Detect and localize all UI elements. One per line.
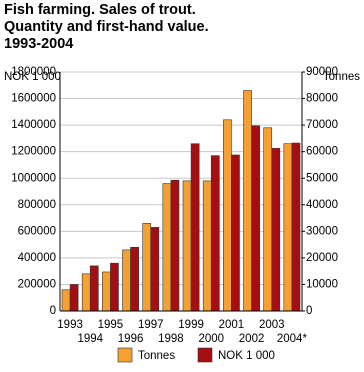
y-tick-label: 1000000 [11,172,56,184]
x-tick-label: 2003 [259,319,285,331]
y-tick-label: 1800000 [11,66,56,78]
x-tick-label: 2004* [277,333,308,345]
bar [89,265,99,312]
legend-swatch [117,347,133,363]
y-tick-label: 1200000 [11,146,56,158]
y-tick-label: 1400000 [11,119,56,131]
bar [170,179,180,312]
bar [251,125,260,312]
bar [271,148,281,312]
bar [81,273,91,312]
y2-tick-label: 40000 [306,199,338,211]
legend-label: Tonnes [138,350,175,362]
legend-label: NOK 1 000 [218,350,275,362]
y2-tick-label: 0 [306,305,312,317]
x-tick-label: 2001 [219,319,245,331]
bar [210,155,220,312]
bar [61,289,71,312]
bar [202,180,212,312]
x-tick-label: 1996 [118,333,144,345]
bar [130,246,139,312]
x-tick-label: 1994 [77,333,103,345]
x-tick-label: 1997 [138,319,164,331]
y2-tick-label: 30000 [306,225,338,237]
bar [122,249,131,312]
x-tick-label: 2000 [198,333,224,345]
bar [110,262,119,312]
legend-swatch [197,347,213,363]
y2-axis-label: Tonnes [323,71,360,83]
y-tick-label: 200000 [18,278,56,290]
y2-tick-label: 10000 [306,278,338,290]
bar [190,143,200,312]
x-tick-label: 2002 [239,333,265,345]
bar [223,119,232,312]
y2-tick-label: 60000 [306,146,338,158]
bar [150,227,160,312]
y-tick-label: 600000 [18,225,56,237]
bar [142,223,152,312]
bar [263,127,273,312]
bar [182,180,192,312]
y2-tick-label: 70000 [306,119,338,131]
bar [69,284,79,312]
bar [291,142,301,312]
y2-tick-label: 80000 [306,93,338,105]
x-tick-label: 1993 [57,319,83,331]
chart-title: Fish farming. Sales of trout. Quantity a… [4,2,209,52]
bar [102,271,111,312]
x-tick-label: 1998 [158,333,184,345]
y2-tick-label: 90000 [306,66,338,78]
y-tick-label: 0 [50,305,56,317]
x-tick-label: 1999 [178,319,204,331]
y-tick-label: 400000 [18,252,56,264]
y-tick-label: 800000 [18,199,56,211]
y-axis-label: NOK 1 000 [4,71,61,83]
y-tick-label: 1600000 [11,93,56,105]
y2-tick-label: 20000 [306,252,338,264]
bar [231,154,240,312]
x-tick-label: 1995 [98,319,124,331]
bar [243,90,252,312]
bar [283,143,293,312]
y2-tick-label: 50000 [306,172,338,184]
bar [162,183,172,312]
